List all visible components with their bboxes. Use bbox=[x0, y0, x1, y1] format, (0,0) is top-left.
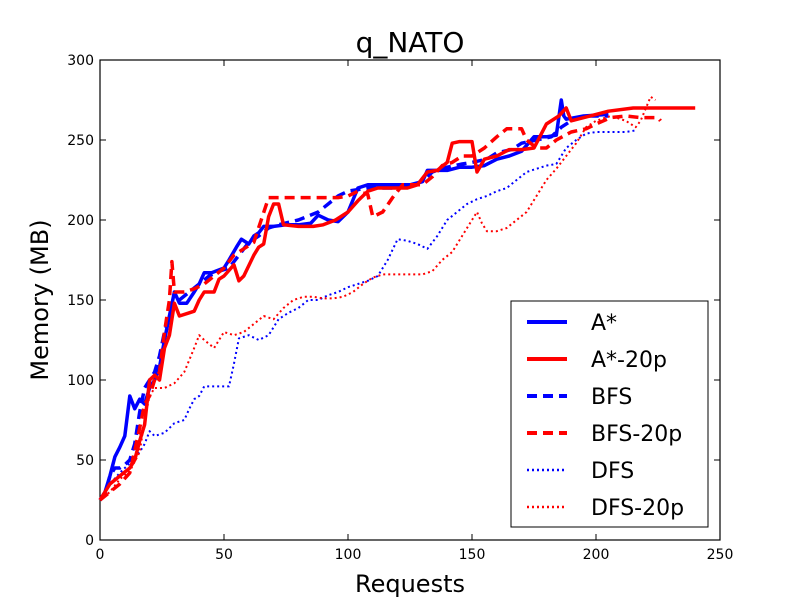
legend: A* A*-20p BFS BFS-20p DFS DFS-20p bbox=[510, 300, 709, 528]
x-tick-label: 150 bbox=[459, 547, 486, 563]
y-axis-label: Memory (MB) bbox=[26, 219, 54, 380]
chart-title: q_NATO bbox=[356, 26, 465, 59]
series-lines bbox=[98, 95, 696, 502]
y-tick-label: 50 bbox=[76, 453, 94, 469]
legend-label: A* bbox=[591, 311, 617, 336]
series-line-bfs-20p bbox=[98, 114, 662, 502]
y-tick-label: 150 bbox=[67, 293, 94, 309]
plot-area: 0 50 100 150 200 250 0 50 100 150 200 250 300 bbox=[67, 53, 733, 563]
x-tick-label: 250 bbox=[707, 547, 734, 563]
axis-ticks: 0 50 100 150 200 250 0 50 100 150 200 250 300 bbox=[67, 53, 733, 563]
legend-label: A*-20p bbox=[591, 348, 667, 373]
y-tick-label: 200 bbox=[67, 213, 94, 229]
legend-label: BFS bbox=[591, 385, 632, 410]
y-tick-label: 250 bbox=[67, 133, 94, 149]
x-tick-label: 200 bbox=[583, 547, 610, 563]
x-tick-label: 0 bbox=[96, 547, 105, 563]
y-tick-label: 0 bbox=[85, 533, 94, 549]
x-tick-label: 50 bbox=[215, 547, 233, 563]
y-tick-label: 100 bbox=[67, 373, 94, 389]
x-tick-label: 100 bbox=[335, 547, 362, 563]
legend-label: DFS-20p bbox=[591, 496, 684, 521]
legend-frame bbox=[510, 300, 709, 528]
y-tick-label: 300 bbox=[67, 53, 94, 69]
legend-label: DFS bbox=[591, 459, 634, 484]
x-axis-label: Requests bbox=[355, 570, 465, 598]
series-line-dfs-20p bbox=[99, 95, 657, 501]
legend-label: BFS-20p bbox=[591, 422, 682, 447]
series-line-a-20p bbox=[98, 106, 696, 501]
